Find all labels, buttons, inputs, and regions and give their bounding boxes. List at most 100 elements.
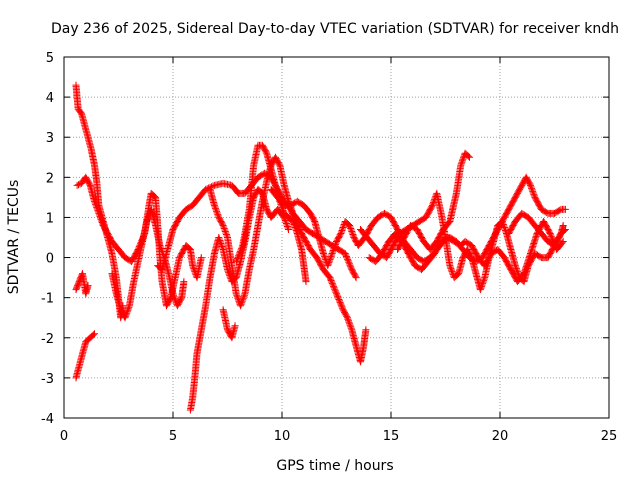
data-point-marker	[336, 298, 344, 306]
data-point-marker	[233, 255, 241, 263]
data-point-marker	[447, 265, 455, 273]
data-point-marker	[329, 247, 337, 254]
data-point-marker	[143, 218, 151, 225]
data-point-marker	[337, 300, 345, 308]
data-point-marker	[213, 209, 221, 217]
data-point-marker	[333, 290, 340, 298]
data-point-marker	[235, 252, 243, 260]
data-point-marker	[233, 293, 241, 301]
data-point-marker	[89, 331, 97, 339]
data-point-marker	[329, 281, 337, 289]
data-point-marker	[464, 152, 472, 160]
data-point-marker	[122, 311, 130, 319]
data-point-marker	[289, 219, 297, 227]
data-point-marker	[319, 250, 327, 257]
data-point-marker	[236, 249, 244, 257]
data-point-marker	[345, 258, 353, 266]
data-point-marker	[477, 284, 485, 292]
data-point-marker	[478, 281, 486, 289]
data-point-marker	[292, 225, 300, 233]
data-point-marker	[232, 258, 240, 266]
data-point-marker	[282, 218, 290, 226]
data-point-marker	[170, 291, 177, 299]
data-point-marker	[328, 278, 336, 286]
data-point-marker	[94, 208, 102, 216]
data-point-marker	[529, 189, 537, 197]
x-tick-label: 15	[383, 429, 400, 444]
series-track-15	[505, 209, 569, 249]
data-point-marker	[221, 228, 229, 235]
data-point-marker	[362, 326, 370, 334]
data-point-marker	[92, 200, 100, 208]
data-point-marker	[237, 300, 245, 308]
y-tick-label: 4	[46, 91, 54, 106]
data-point-marker	[234, 253, 242, 261]
data-point-marker	[341, 250, 349, 257]
data-point-marker	[302, 278, 310, 286]
data-point-marker	[337, 301, 345, 309]
data-point-marker	[342, 251, 350, 259]
data-point-marker	[512, 263, 520, 271]
data-point-marker	[528, 184, 536, 192]
data-point-marker	[346, 223, 354, 231]
data-point-marker	[93, 205, 101, 213]
y-tick-label: -1	[41, 292, 54, 307]
data-point-marker	[98, 217, 106, 225]
data-point-marker	[546, 230, 554, 237]
series-track-6	[154, 169, 370, 366]
data-point-marker	[344, 255, 352, 263]
data-point-marker	[285, 226, 292, 233]
data-point-marker	[209, 182, 217, 190]
data-point-marker	[334, 294, 342, 302]
x-tick-label: 0	[60, 429, 68, 444]
data-point-marker	[347, 263, 355, 271]
data-point-marker	[480, 277, 488, 285]
data-point-marker	[561, 205, 569, 213]
x-axis-label: GPS time / hours	[276, 458, 393, 474]
data-point-marker	[166, 295, 174, 303]
data-point-marker	[233, 256, 241, 264]
data-point-marker	[218, 220, 226, 228]
data-point-marker	[219, 222, 227, 229]
data-point-marker	[225, 270, 233, 278]
data-point-marker	[345, 318, 353, 326]
series-track-9	[219, 306, 239, 342]
data-point-marker	[222, 231, 230, 238]
data-point-marker	[333, 291, 341, 299]
data-point-marker	[347, 226, 355, 234]
data-point-marker	[337, 228, 345, 236]
data-point-marker	[73, 181, 81, 189]
data-series	[72, 81, 569, 414]
data-point-marker	[328, 279, 336, 287]
data-point-marker	[327, 254, 334, 262]
data-point-marker	[457, 160, 465, 168]
data-point-marker	[330, 244, 338, 251]
y-axis-label: SDTVAR / TECUs	[6, 180, 22, 295]
data-point-marker	[343, 254, 351, 262]
data-point-marker	[237, 246, 245, 254]
data-point-marker	[321, 253, 328, 261]
series-track-1	[72, 270, 92, 298]
data-point-marker	[547, 232, 555, 240]
data-point-marker	[332, 288, 340, 296]
data-point-marker	[210, 201, 218, 209]
data-point-marker	[283, 223, 291, 230]
y-tick-label: 0	[46, 252, 54, 267]
data-point-marker	[327, 277, 335, 284]
data-point-marker	[559, 222, 567, 229]
data-point-marker	[214, 212, 222, 220]
data-point-marker	[351, 272, 359, 280]
data-point-marker	[75, 181, 82, 189]
data-point-marker	[527, 181, 534, 189]
x-tick-label: 20	[492, 429, 509, 444]
series-track-3	[72, 330, 98, 382]
data-point-marker	[218, 243, 226, 250]
series-track-14	[394, 149, 473, 253]
data-point-marker	[347, 324, 355, 332]
data-point-marker	[236, 247, 244, 255]
data-point-marker	[558, 239, 566, 247]
data-point-marker	[231, 322, 239, 330]
data-point-marker	[95, 211, 103, 219]
data-point-marker	[325, 257, 333, 265]
data-point-marker	[346, 261, 354, 269]
